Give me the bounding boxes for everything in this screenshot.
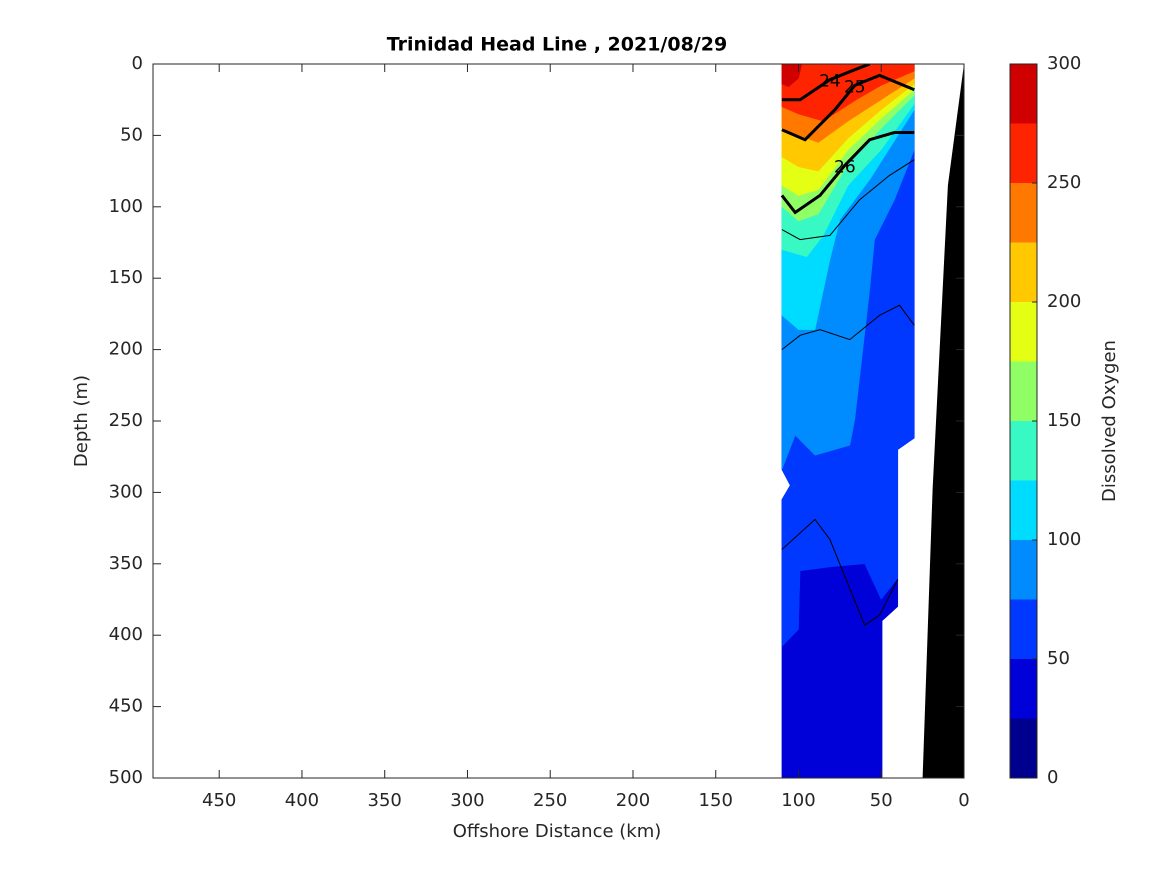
- plot-area: 24 25 26: [780, 64, 964, 778]
- x-tick-label: 300: [450, 790, 484, 811]
- contour-line: [781, 64, 871, 102]
- y-tick-label: 450: [109, 696, 143, 717]
- colorbar-segment: [1010, 599, 1037, 659]
- x-tick-label: 0: [958, 790, 969, 811]
- colorbar-tick-label: 50: [1047, 648, 1070, 669]
- x-tick-label: 150: [699, 790, 733, 811]
- colorbar-segment: [1010, 183, 1037, 243]
- x-tick-label: 450: [202, 790, 236, 811]
- colorbar-segment: [1010, 302, 1037, 362]
- y-tick-label: 250: [109, 410, 143, 431]
- y-axis-label: Depth (m): [71, 375, 92, 467]
- colorbar-segment: [1010, 421, 1037, 481]
- y-tick-label: 50: [120, 124, 143, 145]
- y-tick-label: 0: [132, 53, 143, 74]
- colorbar-label: Dissolved Oxygen: [1099, 340, 1120, 502]
- y-tick-label: 150: [109, 267, 143, 288]
- colorbar-segment: [1010, 64, 1037, 124]
- y-tick-label: 500: [109, 767, 143, 788]
- contour-line: [781, 159, 915, 241]
- x-tick-label: 350: [368, 790, 402, 811]
- contour-line: [780, 131, 915, 215]
- contour-line: [781, 518, 899, 626]
- colorbar-tick-label: 250: [1047, 172, 1081, 193]
- colorbar-tick-label: 200: [1047, 291, 1081, 312]
- colorbar-segment: [1010, 123, 1037, 183]
- colorbar-segment: [1010, 659, 1037, 719]
- x-tick-label: 100: [781, 790, 815, 811]
- x-tick-label: 250: [533, 790, 567, 811]
- contour-label: 24: [819, 72, 841, 92]
- colorbar-tick-label: 100: [1047, 529, 1081, 550]
- x-axis-label: Offshore Distance (km): [453, 821, 662, 842]
- x-tick-label: 200: [616, 790, 650, 811]
- y-tick-label: 200: [109, 339, 143, 360]
- x-tick-label: 50: [870, 790, 893, 811]
- colorbar-segment: [1010, 718, 1037, 778]
- colorbar-tick-label: 150: [1047, 410, 1081, 431]
- colorbar-tick-label: 300: [1047, 53, 1081, 74]
- colorbar-segment: [1010, 242, 1037, 302]
- chart-title: Trinidad Head Line , 2021/08/29: [387, 34, 727, 56]
- contour-label: 25: [844, 77, 866, 97]
- bathymetry: [922, 64, 964, 778]
- y-tick-label: 350: [109, 553, 143, 574]
- colorbar-segment: [1010, 540, 1037, 600]
- colorbar-tick-label: 0: [1047, 767, 1058, 788]
- contour-line: [781, 73, 915, 142]
- contour-region: [781, 64, 803, 88]
- colorbar-segment: [1010, 480, 1037, 540]
- y-tick-label: 100: [109, 196, 143, 217]
- colorbar-segment: [1010, 361, 1037, 421]
- contour-label: 26: [834, 157, 856, 177]
- y-tick-label: 300: [109, 481, 143, 502]
- x-tick-label: 400: [285, 790, 319, 811]
- y-tick-label: 400: [109, 624, 143, 645]
- contour-line: [781, 304, 915, 350]
